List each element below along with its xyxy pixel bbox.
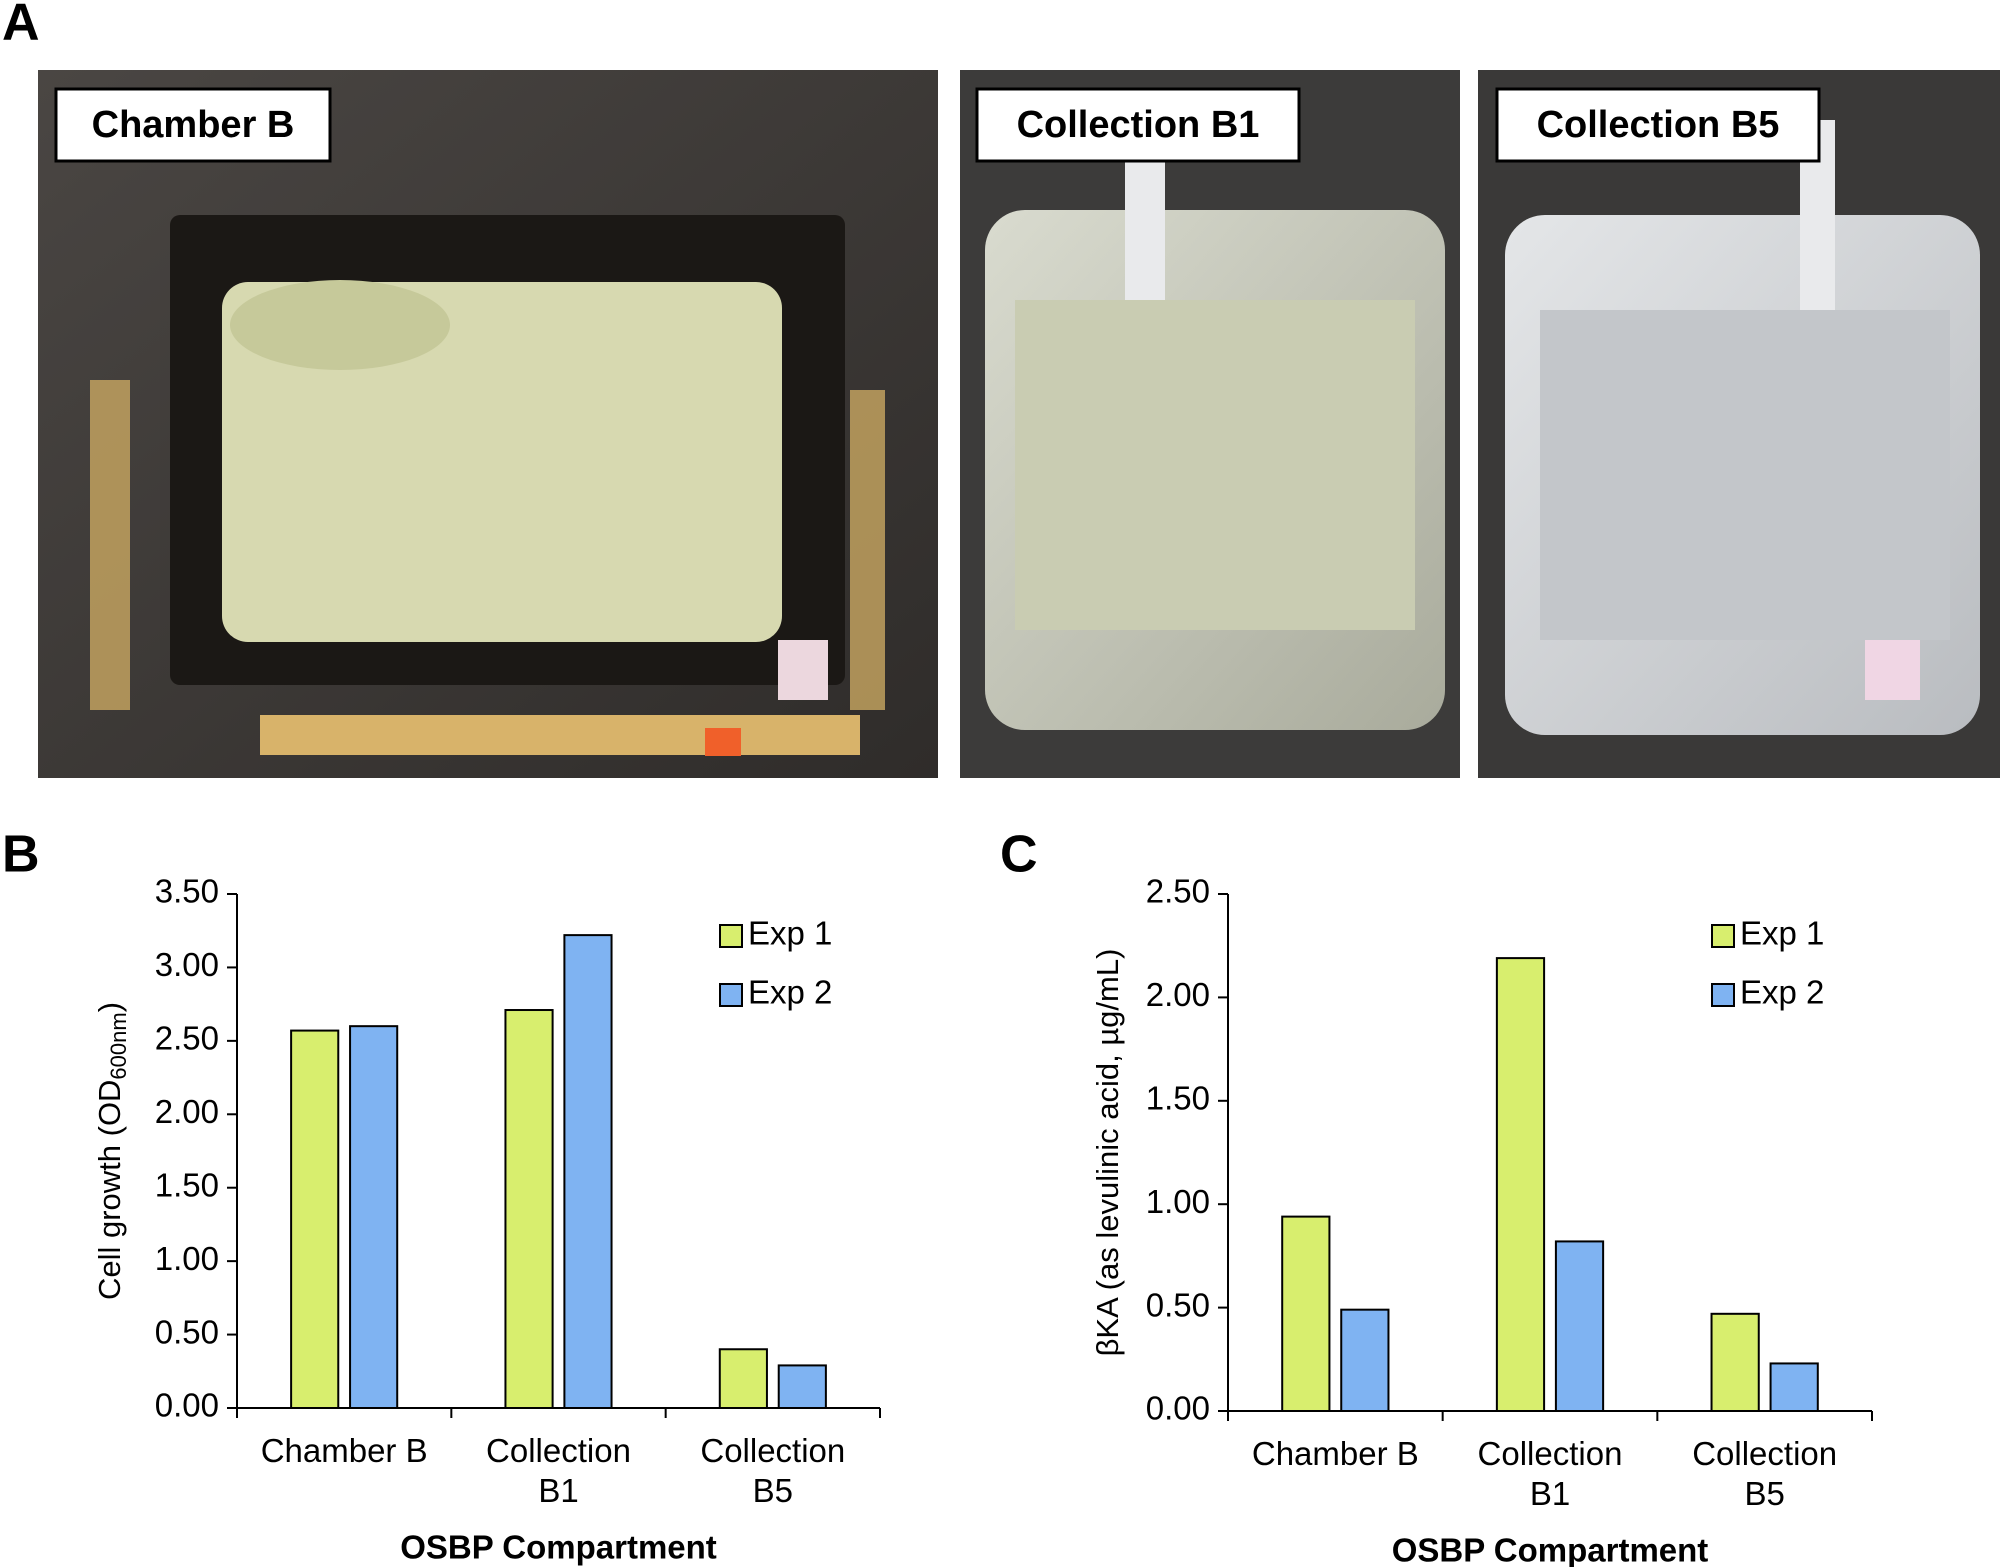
label-box — [54, 87, 332, 163]
panel-label: A — [2, 0, 40, 52]
photo-label: Collection B5 — [1537, 104, 1780, 146]
legend-label: Exp 1 — [1740, 915, 1824, 952]
y-axis-title: Cell growth (OD600nm) — [92, 1002, 131, 1300]
y-tick-label: 2.50 — [155, 1020, 219, 1057]
bar — [1495, 957, 1546, 1412]
legend-label: Exp 1 — [748, 915, 832, 952]
photo — [960, 70, 1460, 778]
legend-label: Exp 2 — [748, 974, 832, 1011]
photo-label: Chamber B — [92, 104, 295, 146]
legend-swatch — [719, 924, 743, 948]
bar — [349, 1025, 399, 1409]
bar — [1340, 1308, 1390, 1412]
bar — [1769, 1362, 1819, 1413]
y-tick-label: 2.00 — [155, 1093, 219, 1130]
y-tick-label: 3.50 — [155, 873, 219, 910]
panel-label: C — [1000, 826, 1038, 884]
bar — [290, 1029, 340, 1409]
x-tick-label: Chamber B — [261, 1432, 428, 1469]
legend-swatch — [1711, 983, 1735, 1007]
y-axis-title: βKA (as levulinic acid, µg/mL) — [1090, 949, 1125, 1357]
x-tick-label: Chamber B — [1252, 1435, 1419, 1472]
y-tick-label: 2.50 — [1146, 873, 1210, 910]
x-axis-title: OSBP Compartment — [1392, 1532, 1709, 1567]
y-axis-title-part: βKA (as levulinic acid, µg/mL) — [1090, 949, 1125, 1357]
bar — [777, 1364, 827, 1409]
x-tick-label: Collection B1 — [486, 1432, 631, 1509]
y-axis-title-part: ) — [92, 1002, 127, 1012]
x-axis-title: OSBP Compartment — [400, 1529, 717, 1566]
bar — [718, 1348, 768, 1410]
x-tick-label: Collection B1 — [1478, 1435, 1623, 1512]
photo — [38, 70, 938, 778]
legend-swatch — [719, 983, 743, 1007]
y-tick-label: 1.00 — [155, 1240, 219, 1277]
y-tick-label: 0.00 — [1146, 1390, 1210, 1427]
y-tick-label: 1.50 — [1146, 1080, 1210, 1117]
bar — [563, 934, 613, 1409]
y-axis-title-part: Cell growth (OD — [92, 1080, 127, 1301]
y-tick-label: 0.50 — [1146, 1286, 1210, 1323]
label-box — [975, 87, 1301, 163]
bar — [1554, 1240, 1605, 1412]
y-axis-title-part: 600nm — [106, 1012, 131, 1079]
y-tick-label: 2.00 — [1146, 976, 1210, 1013]
bar — [1281, 1215, 1331, 1413]
y-tick-label: 1.00 — [1146, 1183, 1210, 1220]
legend-swatch — [1711, 924, 1735, 948]
y-tick-label: 1.50 — [155, 1166, 219, 1203]
x-tick-label: Collection B5 — [1692, 1435, 1837, 1512]
y-tick-label: 0.00 — [155, 1387, 219, 1424]
panel-label: B — [2, 826, 40, 884]
x-tick-label: Collection B5 — [700, 1432, 845, 1509]
label-box — [1495, 87, 1821, 163]
photo-label: Collection B1 — [1017, 104, 1260, 146]
photo — [1478, 70, 2000, 778]
bar — [1710, 1312, 1760, 1412]
y-tick-label: 3.00 — [155, 946, 219, 983]
bar — [504, 1009, 554, 1409]
legend-label: Exp 2 — [1740, 974, 1824, 1011]
y-tick-label: 0.50 — [155, 1313, 219, 1350]
